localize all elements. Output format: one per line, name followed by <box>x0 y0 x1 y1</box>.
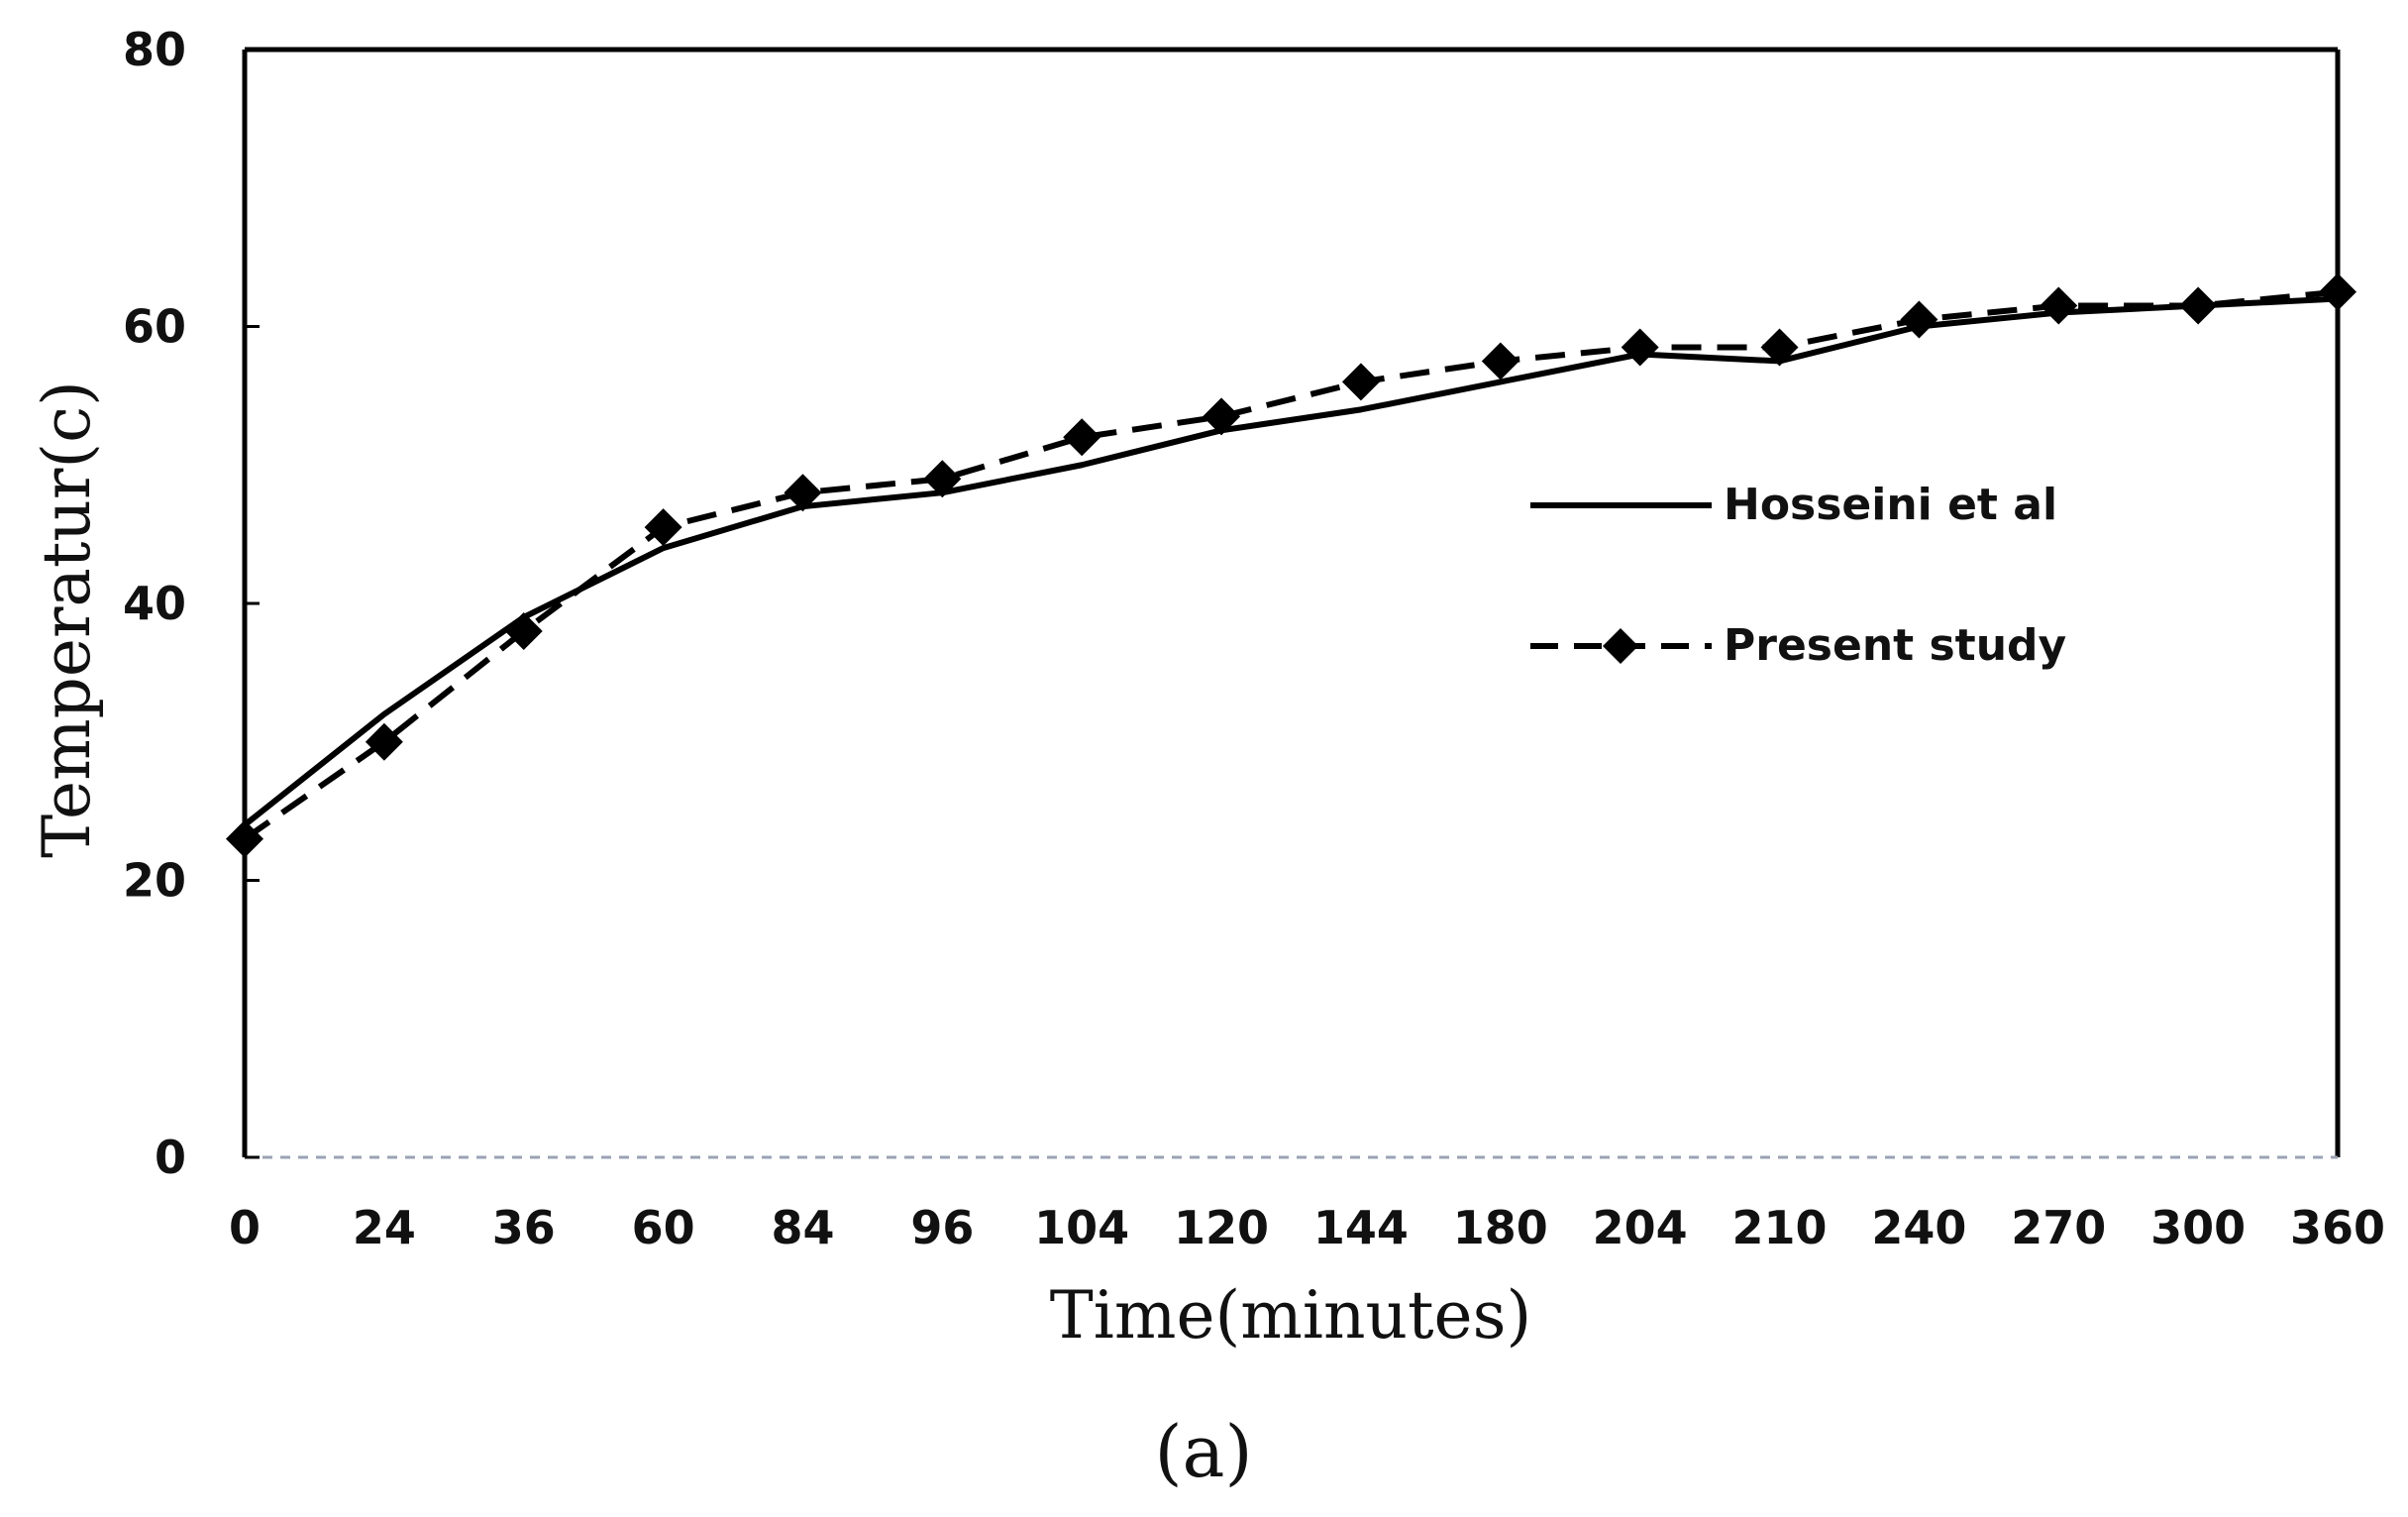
x-tick-label: 300 <box>2150 1201 2246 1254</box>
legend-label-hosseini: Hosseini et al <box>1724 480 2057 530</box>
data-point-marker <box>2319 272 2356 311</box>
y-tick-label: 40 <box>123 577 186 630</box>
x-tick-label: 36 <box>492 1201 556 1254</box>
data-point-marker <box>1063 418 1101 457</box>
x-tick-label: 144 <box>1313 1201 1409 1254</box>
x-tick-label: 210 <box>1732 1201 1828 1254</box>
y-tick-label: 60 <box>123 300 186 354</box>
data-point-marker <box>504 611 543 650</box>
data-point-marker <box>1203 397 1241 436</box>
data-point-marker <box>1900 300 1938 339</box>
data-point-marker <box>644 508 682 547</box>
data-point-marker <box>1621 328 1659 367</box>
y-tick-label: 0 <box>155 1131 186 1184</box>
x-tick-label: 270 <box>2011 1201 2106 1254</box>
series-line-present-study <box>243 288 2339 842</box>
data-point-marker <box>226 819 263 858</box>
x-tick-label: 204 <box>1593 1201 1688 1254</box>
x-tick-label: 60 <box>632 1201 695 1254</box>
x-tick-label: 84 <box>771 1201 834 1254</box>
x-tick-label: 360 <box>2290 1201 2385 1254</box>
y-tick-label: 20 <box>123 854 186 908</box>
data-point-marker <box>1481 342 1519 380</box>
data-point-marker <box>2179 286 2218 325</box>
x-tick-label: 96 <box>910 1201 974 1254</box>
x-tick-label: 180 <box>1453 1201 1548 1254</box>
x-tick-label: 24 <box>353 1201 416 1254</box>
data-point-marker <box>1341 363 1380 401</box>
x-tick-label: 0 <box>229 1201 261 1254</box>
series-line-hosseini <box>243 295 2339 827</box>
x-tick-label: 120 <box>1174 1201 1269 1254</box>
x-tick-label: 104 <box>1034 1201 1129 1254</box>
data-point-marker <box>2040 286 2078 325</box>
series-layer <box>226 272 2356 858</box>
legend: Hosseini et al Present study <box>1530 480 2066 671</box>
legend-label-present: Present study <box>1724 620 2066 671</box>
figure-caption: (a) <box>1154 1410 1252 1493</box>
y-tick-labels: 0 20 40 60 80 <box>123 23 260 1184</box>
legend-marker-present <box>1603 628 1638 664</box>
data-point-marker <box>923 460 962 498</box>
data-point-marker <box>365 722 403 761</box>
x-axis-title: Time(minutes) <box>1050 1277 1531 1354</box>
y-axis-title: Temperatur(c) <box>29 380 105 858</box>
x-tick-label: 240 <box>1871 1201 1966 1254</box>
data-point-marker <box>784 474 822 512</box>
data-point-marker <box>1760 328 1799 367</box>
y-tick-label: 80 <box>123 23 186 76</box>
x-tick-labels: 0 24 36 60 84 96 104 120 144 180 204 210 240 270 300 36… <box>229 1201 2385 1254</box>
